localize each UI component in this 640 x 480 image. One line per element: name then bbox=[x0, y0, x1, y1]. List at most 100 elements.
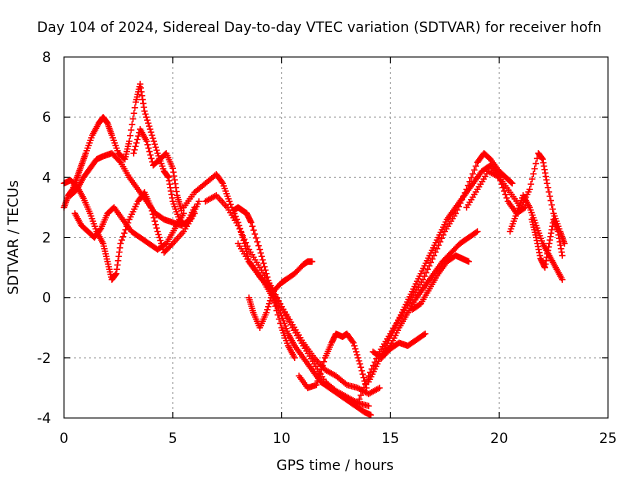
data-point bbox=[261, 263, 268, 270]
series-0 bbox=[60, 80, 198, 229]
data-point bbox=[265, 277, 272, 284]
data-point bbox=[422, 330, 429, 337]
data-point bbox=[126, 138, 133, 145]
data-point bbox=[255, 242, 262, 249]
series-2 bbox=[67, 150, 203, 229]
data-point bbox=[157, 237, 164, 244]
data-point bbox=[471, 166, 478, 174]
data-point bbox=[474, 228, 481, 235]
data-point bbox=[250, 226, 257, 234]
y-tick-label: -2 bbox=[37, 351, 51, 367]
data-point bbox=[367, 411, 375, 419]
data-point bbox=[116, 157, 123, 165]
data-point bbox=[315, 373, 323, 381]
data-point bbox=[118, 236, 126, 244]
data-point bbox=[264, 273, 271, 281]
series-13 bbox=[369, 228, 481, 362]
data-point bbox=[244, 242, 251, 250]
x-tick-labels: 0 5 10 15 20 25 bbox=[60, 431, 617, 447]
grid bbox=[64, 57, 608, 418]
data-point bbox=[545, 188, 553, 196]
y-tick-label: 2 bbox=[42, 231, 51, 247]
chart-title: Day 104 of 2024, Sidereal Day-to-day VTE… bbox=[37, 20, 601, 36]
data-point bbox=[254, 238, 261, 245]
data-point bbox=[144, 116, 151, 124]
data-point bbox=[142, 110, 149, 118]
data-point bbox=[266, 297, 274, 304]
data-point bbox=[154, 228, 161, 235]
data-point bbox=[147, 129, 155, 136]
data-point bbox=[262, 266, 269, 274]
data-point bbox=[236, 225, 243, 233]
data-point bbox=[500, 187, 508, 195]
x-tick-label: 5 bbox=[168, 431, 177, 447]
data-point bbox=[237, 229, 245, 236]
data-point bbox=[502, 191, 509, 198]
data-point bbox=[316, 370, 324, 377]
data-point bbox=[146, 148, 153, 155]
series-10 bbox=[295, 330, 370, 392]
data-point bbox=[145, 144, 152, 152]
data-point bbox=[313, 381, 320, 389]
data-point bbox=[185, 217, 193, 224]
data-point bbox=[559, 252, 566, 259]
data-point bbox=[150, 214, 158, 221]
data-point bbox=[247, 219, 255, 226]
y-tick-label: 0 bbox=[42, 291, 51, 307]
data-point bbox=[267, 287, 275, 294]
series-7 bbox=[234, 240, 383, 398]
data-point bbox=[320, 358, 328, 365]
data-point bbox=[241, 236, 248, 243]
data-point bbox=[353, 351, 361, 359]
data-point bbox=[148, 132, 156, 139]
data-point bbox=[370, 362, 377, 369]
data-point bbox=[272, 303, 279, 310]
data-point bbox=[356, 360, 364, 368]
series-18 bbox=[528, 216, 566, 271]
data-point bbox=[127, 126, 135, 134]
series-17 bbox=[506, 192, 566, 283]
data-point bbox=[420, 331, 428, 338]
data-point bbox=[360, 374, 367, 381]
data-point bbox=[561, 240, 568, 247]
data-point bbox=[270, 298, 278, 306]
data-point bbox=[268, 291, 276, 298]
data-point bbox=[275, 315, 283, 323]
data-points bbox=[60, 80, 568, 419]
data-point bbox=[508, 179, 515, 186]
data-point bbox=[144, 141, 151, 148]
data-point bbox=[357, 364, 365, 371]
series-14 bbox=[378, 330, 429, 362]
data-point bbox=[433, 245, 441, 252]
series-9 bbox=[230, 204, 298, 362]
data-point bbox=[547, 197, 555, 204]
data-point bbox=[226, 198, 233, 205]
data-point bbox=[530, 170, 537, 178]
data-point bbox=[251, 230, 259, 238]
data-point bbox=[422, 269, 430, 276]
y-tick-label: 8 bbox=[42, 50, 51, 66]
data-point bbox=[472, 162, 480, 170]
data-point bbox=[263, 309, 270, 316]
data-point bbox=[218, 178, 226, 186]
data-point bbox=[148, 155, 155, 162]
data-point bbox=[121, 230, 128, 237]
data-point bbox=[145, 122, 153, 130]
data-point bbox=[359, 370, 366, 378]
y-tick-label: 4 bbox=[42, 170, 51, 186]
data-point bbox=[135, 132, 142, 140]
data-point bbox=[354, 354, 362, 362]
data-point bbox=[544, 184, 552, 191]
data-point bbox=[259, 256, 266, 264]
data-point bbox=[153, 224, 160, 232]
data-point bbox=[531, 165, 538, 172]
data-point bbox=[141, 107, 148, 115]
data-point bbox=[527, 181, 535, 188]
data-point bbox=[356, 395, 363, 403]
data-point bbox=[264, 306, 271, 313]
data-point bbox=[314, 377, 321, 385]
data-point bbox=[548, 201, 555, 209]
data-point bbox=[274, 311, 282, 319]
data-point bbox=[559, 276, 566, 283]
data-point bbox=[526, 186, 533, 193]
